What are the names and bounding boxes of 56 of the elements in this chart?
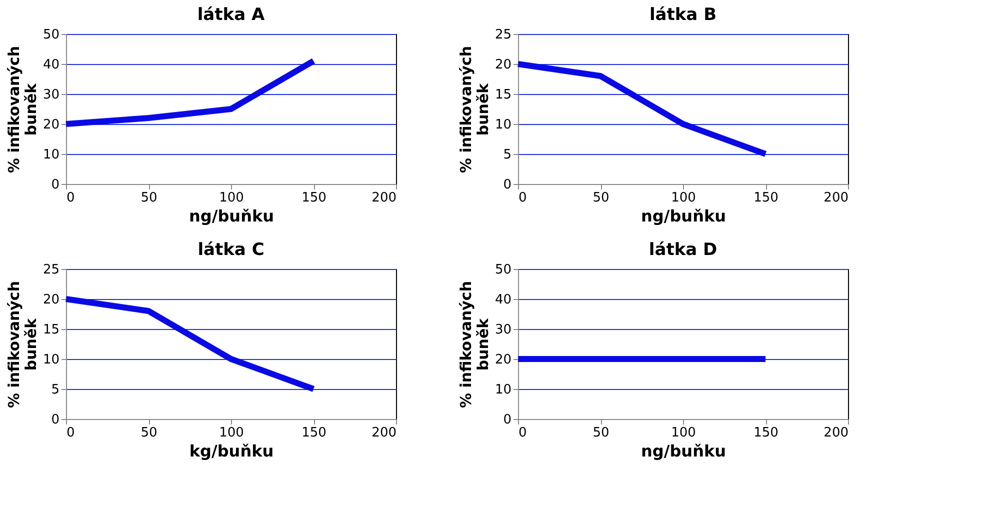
x-tick-label: 50 xyxy=(140,190,158,206)
y-tick-label: 30 xyxy=(494,322,512,338)
y-tick-label: 40 xyxy=(42,58,60,72)
y-tick-label: 5 xyxy=(503,148,512,162)
y-axis-title: % infikovaných buněk xyxy=(456,281,492,408)
y-tick-label: 15 xyxy=(494,88,512,102)
x-axis-title: ng/buňku xyxy=(641,442,726,460)
y-tick-label: 50 xyxy=(494,262,512,278)
y-tick-label: 10 xyxy=(494,382,512,398)
x-tick-label: 50 xyxy=(140,426,158,440)
x-tick-label: 200 xyxy=(372,426,396,440)
y-axis-title: % infikovaných buněk xyxy=(4,281,40,408)
x-tick-label: 100 xyxy=(219,426,244,440)
x-axis-title: ng/buňku xyxy=(189,206,274,226)
x-tick-label: 150 xyxy=(302,426,326,440)
y-tick-label: 0 xyxy=(51,178,60,192)
y-axis-title: % infikovaných buněk xyxy=(4,46,40,173)
chart-title: látka A xyxy=(197,5,266,25)
y-tick-label: 40 xyxy=(494,292,512,308)
y-tick-label: 20 xyxy=(494,352,512,368)
x-tick-label: 0 xyxy=(518,426,527,440)
y-axis-title: % infikovaných buněk xyxy=(456,46,492,173)
y-tick-label: 25 xyxy=(42,262,60,278)
x-tick-label: 200 xyxy=(824,190,848,206)
x-tick-label: 0 xyxy=(518,190,527,206)
y-tick-label: 0 xyxy=(503,178,512,192)
y-tick-label: 5 xyxy=(51,382,60,398)
y-tick-label: 10 xyxy=(42,352,60,368)
y-tick-label: 0 xyxy=(51,412,60,428)
y-tick-label: 20 xyxy=(42,118,60,132)
x-tick-label: 50 xyxy=(592,426,610,440)
chart-title: látka D xyxy=(648,240,718,260)
x-tick-label: 100 xyxy=(671,426,696,440)
x-axis-title: ng/buňku xyxy=(641,206,726,226)
x-tick-label: 200 xyxy=(372,190,396,206)
x-tick-label: 100 xyxy=(671,190,696,206)
x-tick-label: 100 xyxy=(219,190,244,206)
y-tick-label: 25 xyxy=(494,28,512,42)
chart-title: látka C xyxy=(198,240,264,260)
x-tick-label: 0 xyxy=(66,426,75,440)
x-tick-label: 0 xyxy=(66,190,75,206)
y-tick-label: 10 xyxy=(42,148,60,162)
x-axis-title: kg/buňku xyxy=(189,442,274,460)
x-tick-label: 50 xyxy=(592,190,610,206)
y-tick-label: 10 xyxy=(494,118,512,132)
y-tick-label: 50 xyxy=(42,28,60,42)
y-tick-label: 15 xyxy=(42,322,60,338)
y-tick-label: 20 xyxy=(494,58,512,72)
y-tick-label: 20 xyxy=(42,292,60,308)
y-tick-label: 30 xyxy=(42,88,60,102)
x-tick-label: 150 xyxy=(754,190,778,206)
y-tick-label: 0 xyxy=(503,412,512,428)
x-tick-label: 150 xyxy=(754,426,778,440)
chart-title: látka B xyxy=(649,5,717,25)
x-tick-label: 150 xyxy=(302,190,326,206)
x-tick-label: 200 xyxy=(824,426,848,440)
